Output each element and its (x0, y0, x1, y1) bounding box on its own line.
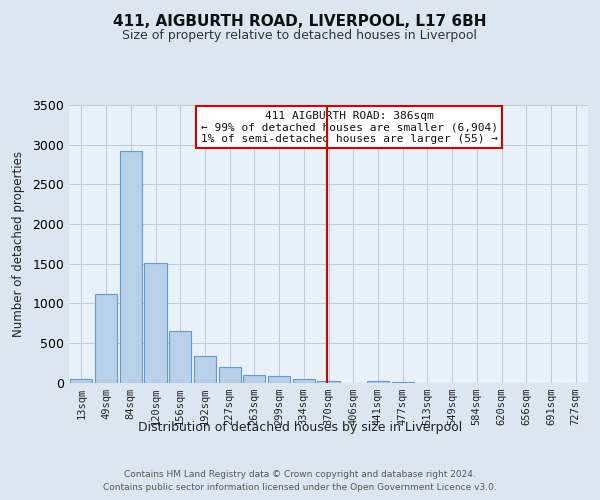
Bar (293, 379, 315, 382)
Y-axis label: Number of detached properties: Number of detached properties (13, 151, 25, 337)
Text: Size of property relative to detached houses in Liverpool: Size of property relative to detached ho… (122, 28, 478, 42)
Bar (169, 331, 191, 382)
Bar (95, 294, 117, 382)
Bar (70, 378, 92, 382)
Bar (119, 151, 142, 382)
Bar (367, 381, 389, 382)
Text: 411 AIGBURTH ROAD: 386sqm
← 99% of detached houses are smaller (6,904)
1% of sem: 411 AIGBURTH ROAD: 386sqm ← 99% of detac… (201, 110, 498, 144)
Bar (268, 376, 290, 382)
Bar (218, 366, 241, 382)
Text: Contains HM Land Registry data © Crown copyright and database right 2024.: Contains HM Land Registry data © Crown c… (124, 470, 476, 479)
Text: Distribution of detached houses by size in Liverpool: Distribution of detached houses by size … (138, 421, 462, 434)
Text: Contains public sector information licensed under the Open Government Licence v3: Contains public sector information licen… (103, 482, 497, 492)
Bar (145, 263, 167, 382)
Bar (194, 356, 216, 382)
Bar (243, 374, 265, 382)
Text: 411, AIGBURTH ROAD, LIVERPOOL, L17 6BH: 411, AIGBURTH ROAD, LIVERPOOL, L17 6BH (113, 14, 487, 29)
Bar (317, 381, 340, 382)
